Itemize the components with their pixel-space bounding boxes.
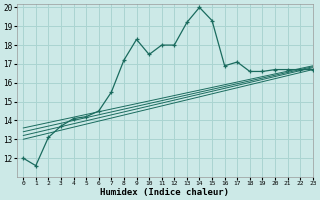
X-axis label: Humidex (Indice chaleur): Humidex (Indice chaleur) — [100, 188, 229, 197]
